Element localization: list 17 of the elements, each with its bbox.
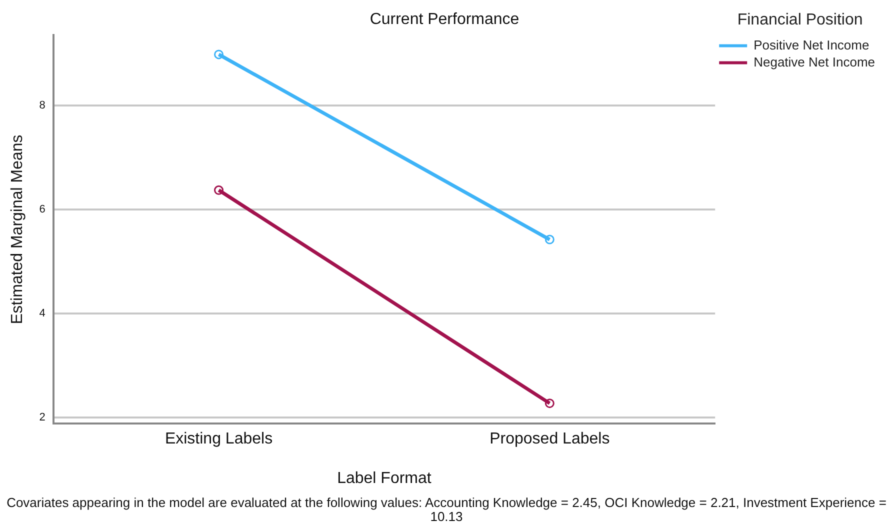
point [214,185,224,195]
point [214,50,224,60]
chart-title: Current Performance [370,11,520,28]
y-tick-label: 2 [39,411,46,424]
point [544,234,554,244]
y-tick-label: 8 [39,99,46,112]
legend-label: Negative Net Income [754,54,876,70]
x-axis-title: Label Format [337,470,432,487]
y-axis-title: Estimated Marginal Means [9,134,26,324]
x-tick-label: Proposed Labels [490,430,610,448]
y-tick-label: 4 [39,307,46,320]
y-tick-label: 6 [39,203,46,216]
legend-title: Financial Position [737,11,863,28]
x-tick-label: Existing Labels [164,430,273,448]
point [544,398,554,408]
legend-label: Positive Net Income [754,37,870,52]
text: Covariates appearing in the model are evaluated at the following values: Accounting Knowledge = 2.45, OCI Knowledge = 2.21, Investment Experience = 10.13 [6,495,888,524]
